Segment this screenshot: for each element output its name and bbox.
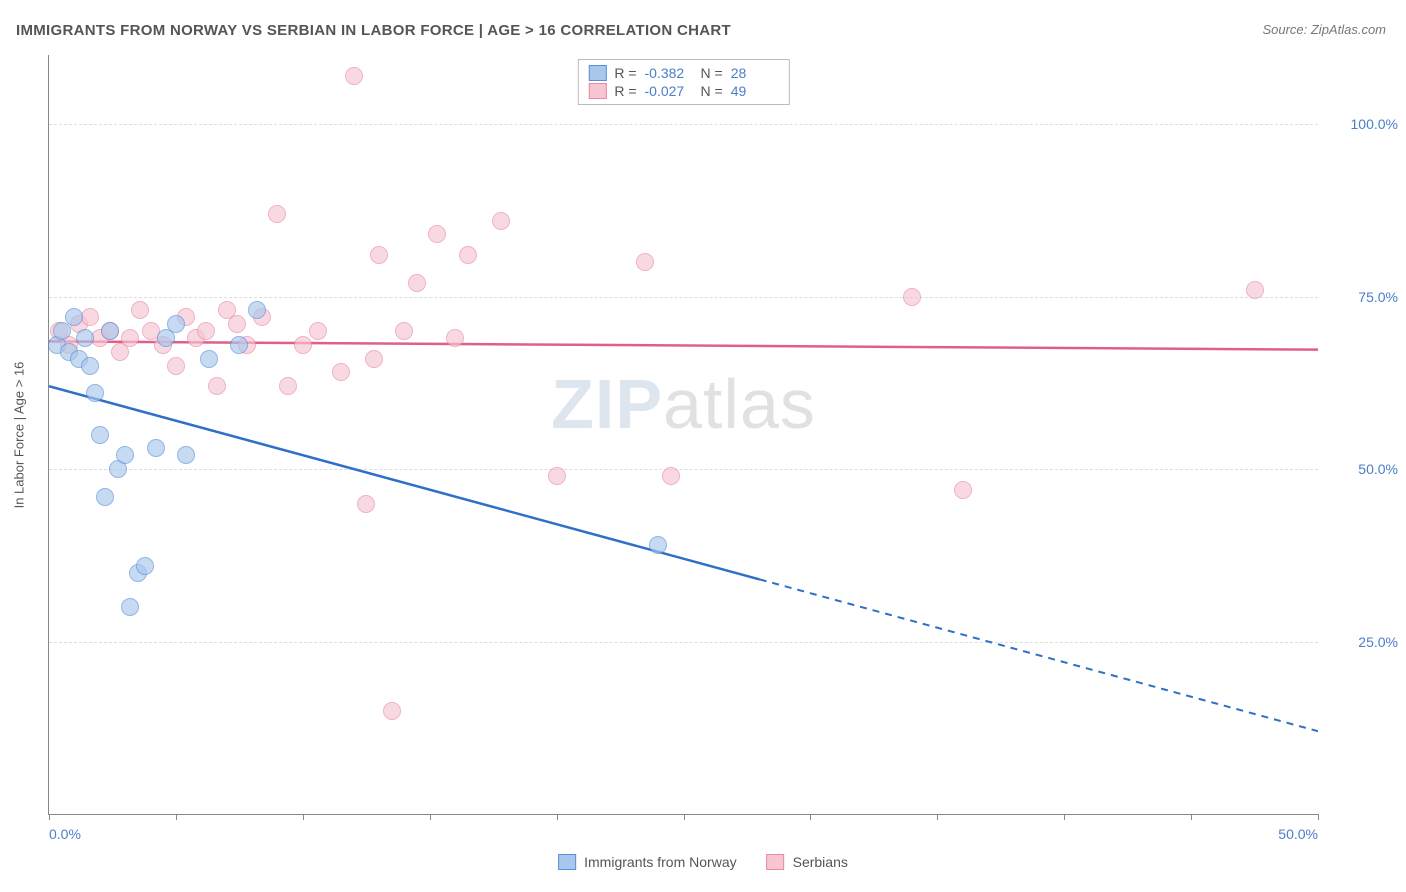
watermark: ZIPatlas [551, 364, 816, 444]
x-tick-label: 0.0% [49, 826, 81, 842]
trend-lines [49, 55, 1318, 814]
data-point-s2 [228, 315, 246, 333]
data-point-s2 [309, 322, 327, 340]
data-point-s2 [268, 205, 286, 223]
legend-label-s1: Immigrants from Norway [584, 854, 736, 870]
data-point-s2 [954, 481, 972, 499]
x-tick [176, 814, 177, 820]
chart-title: IMMIGRANTS FROM NORWAY VS SERBIAN IN LAB… [16, 22, 731, 39]
x-tick [557, 814, 558, 820]
data-point-s2 [903, 288, 921, 306]
data-point-s1 [101, 322, 119, 340]
data-point-s2 [365, 350, 383, 368]
data-point-s1 [230, 336, 248, 354]
x-tick [303, 814, 304, 820]
data-point-s1 [86, 384, 104, 402]
data-point-s1 [116, 446, 134, 464]
source-label: Source: ZipAtlas.com [1262, 22, 1386, 37]
y-tick-label: 25.0% [1328, 634, 1398, 650]
x-tick [810, 814, 811, 820]
x-tick [1318, 814, 1319, 820]
x-tick [49, 814, 50, 820]
data-point-s1 [76, 329, 94, 347]
chart-area: In Labor Force | Age > 16 ZIPatlas 25.0%… [48, 55, 1318, 815]
gridline [49, 124, 1318, 125]
x-tick-label: 50.0% [1278, 826, 1318, 842]
n-label: N = [701, 65, 723, 81]
data-point-s1 [136, 557, 154, 575]
data-point-s2 [294, 336, 312, 354]
swatch-s1 [558, 854, 576, 870]
r-label: R = [614, 65, 636, 81]
swatch-s1 [588, 65, 606, 81]
trend-line-dashed-s1 [760, 579, 1318, 731]
r-value-s2: -0.027 [645, 83, 693, 99]
y-tick-label: 50.0% [1328, 461, 1398, 477]
data-point-s1 [200, 350, 218, 368]
data-point-s2 [408, 274, 426, 292]
stats-row-s2: R = -0.027 N = 49 [588, 82, 778, 100]
swatch-s2 [588, 83, 606, 99]
stats-row-s1: R = -0.382 N = 28 [588, 64, 778, 82]
gridline [49, 469, 1318, 470]
n-value-s1: 28 [731, 65, 779, 81]
data-point-s2 [395, 322, 413, 340]
data-point-s2 [662, 467, 680, 485]
legend-item-s2: Serbians [767, 854, 848, 870]
x-tick [430, 814, 431, 820]
data-point-s2 [636, 253, 654, 271]
data-point-s2 [446, 329, 464, 347]
data-point-s2 [357, 495, 375, 513]
data-point-s2 [345, 67, 363, 85]
gridline [49, 642, 1318, 643]
r-value-s1: -0.382 [645, 65, 693, 81]
data-point-s2 [208, 377, 226, 395]
data-point-s1 [91, 426, 109, 444]
x-tick [937, 814, 938, 820]
data-point-s1 [248, 301, 266, 319]
bottom-legend: Immigrants from Norway Serbians [558, 854, 848, 870]
data-point-s2 [428, 225, 446, 243]
stats-legend-box: R = -0.382 N = 28 R = -0.027 N = 49 [577, 59, 789, 105]
y-tick-label: 75.0% [1328, 289, 1398, 305]
data-point-s2 [459, 246, 477, 264]
data-point-s2 [167, 357, 185, 375]
data-point-s1 [65, 308, 83, 326]
data-point-s1 [167, 315, 185, 333]
data-point-s1 [177, 446, 195, 464]
y-tick-label: 100.0% [1328, 116, 1398, 132]
data-point-s2 [121, 329, 139, 347]
data-point-s2 [492, 212, 510, 230]
data-point-s2 [279, 377, 297, 395]
data-point-s1 [147, 439, 165, 457]
legend-label-s2: Serbians [793, 854, 848, 870]
data-point-s2 [197, 322, 215, 340]
data-point-s1 [53, 322, 71, 340]
watermark-atlas: atlas [663, 365, 816, 443]
r-label: R = [614, 83, 636, 99]
x-tick [684, 814, 685, 820]
x-tick [1064, 814, 1065, 820]
data-point-s2 [332, 363, 350, 381]
watermark-zip: ZIP [551, 365, 663, 443]
x-tick [1191, 814, 1192, 820]
data-point-s1 [121, 598, 139, 616]
data-point-s1 [81, 357, 99, 375]
gridline [49, 297, 1318, 298]
data-point-s1 [96, 488, 114, 506]
n-label: N = [701, 83, 723, 99]
data-point-s2 [131, 301, 149, 319]
data-point-s2 [383, 702, 401, 720]
y-axis-label: In Labor Force | Age > 16 [12, 361, 27, 508]
n-value-s2: 49 [731, 83, 779, 99]
data-point-s1 [649, 536, 667, 554]
legend-item-s1: Immigrants from Norway [558, 854, 736, 870]
data-point-s2 [1246, 281, 1264, 299]
swatch-s2 [767, 854, 785, 870]
data-point-s2 [370, 246, 388, 264]
data-point-s2 [548, 467, 566, 485]
